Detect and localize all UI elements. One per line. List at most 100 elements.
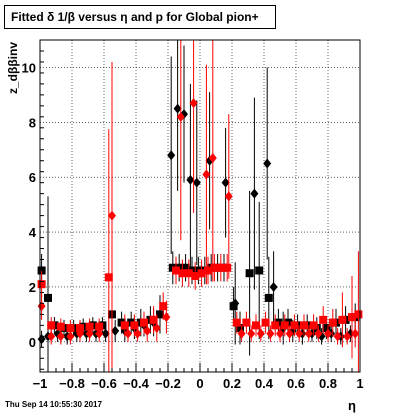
data-point-diamond [176,111,185,122]
data-point-square [104,273,113,282]
x-tick-label: 1 [356,376,363,391]
data-point-square [242,318,251,327]
chart-title-box: Fitted δ 1/β versus η and p for Global p… [4,5,276,29]
data-point-square [245,269,254,278]
y-tick-label: 2 [29,280,36,295]
data-point-square [44,293,52,302]
y-tick-label: 6 [29,170,36,185]
timestamp-footer: Thu Sep 14 10:55:30 2017 [5,400,102,409]
x-tick-label: −0.8 [59,376,85,391]
data-point-diamond [269,281,278,292]
data-point-square [354,310,363,319]
data-point-square [328,318,337,327]
data-point-square [280,321,289,330]
data-point-diamond [276,328,284,339]
data-point-square [290,321,299,330]
data-point-square [264,293,273,302]
y-tick-label: 8 [29,115,36,130]
series-red-diamond [37,40,360,370]
data-point-diamond [266,328,275,339]
data-point-diamond [202,169,211,180]
data-point-diamond [111,325,120,336]
x-tick-label: −0.6 [91,376,117,391]
data-point-square [184,269,193,278]
data-point-square [252,321,260,330]
data-point-diamond [263,158,272,169]
data-point-diamond [108,210,116,221]
data-point-diamond [85,328,94,339]
data-point-square [322,324,331,333]
data-point-diamond [314,328,323,339]
data-point-square [300,321,308,330]
x-tick-label: −1 [33,376,48,391]
data-point-square [348,313,356,322]
data-point-square [271,321,280,330]
data-point-diamond [143,325,152,336]
data-point-square [172,266,180,275]
data-point-square [338,315,347,324]
data-point-diamond [192,177,201,188]
chart-title: Fitted δ 1/β versus η and p for Global p… [11,10,259,24]
data-point-square [197,269,206,278]
data-point-square [191,271,200,280]
data-point-square [204,266,212,275]
data-point-diamond [133,328,142,339]
data-point-square [236,324,244,333]
x-tick-label: 0 [196,376,203,391]
data-point-diamond [101,328,110,339]
data-point-diamond [56,331,65,342]
data-point-square [309,321,318,330]
y-tick-label: 10 [22,60,36,75]
data-point-square [232,318,241,327]
data-point-square [255,266,264,275]
data-point-diamond [224,191,233,202]
data-point-square [319,315,328,324]
data-point-square [223,263,232,272]
data-point-diamond [47,331,56,342]
data-point-diamond [221,177,230,188]
y-axis-label: z_dββinv [6,42,20,94]
data-point-square [149,315,158,324]
data-point-diamond [186,174,195,185]
x-tick-label: −0.4 [123,376,149,391]
data-point-diamond [250,188,259,199]
data-point-square [130,321,139,330]
data-point-diamond [162,312,171,323]
x-tick-label: 0.8 [319,376,337,391]
data-point-diamond [152,323,161,334]
x-tick-label: −0.2 [155,376,181,391]
data-point-diamond [333,331,342,342]
data-point-diamond [247,328,256,339]
data-point-diamond [66,331,75,342]
data-point-diamond [237,328,246,339]
data-point-square [159,302,168,311]
x-axis-label: η [348,398,356,413]
data-point-diamond [76,328,84,339]
y-tick-label: 4 [29,225,37,240]
data-point-square [156,310,164,319]
data-point-diamond [189,98,198,109]
data-point-diamond [304,328,313,339]
data-point-diamond [124,328,132,339]
data-point-diamond [208,152,217,163]
x-tick-label: 0.4 [255,376,274,391]
data-point-square [37,280,46,289]
y-tick-label: 0 [29,335,36,350]
data-point-square [120,321,129,330]
data-point-diamond [285,328,294,339]
data-point-diamond [231,298,240,309]
data-point-diamond [343,331,352,342]
data-point-diamond [173,103,182,114]
data-point-diamond [324,328,332,339]
data-point-square [56,322,65,331]
data-point-square [47,321,56,330]
x-tick-label: 0.6 [287,376,305,391]
x-tick-label: 0.2 [223,376,241,391]
data-point-diamond [95,328,104,339]
data-point-diamond [256,328,265,339]
data-point-square [210,263,219,272]
data-point-diamond [351,328,360,339]
data-point-square [261,318,270,327]
data-point-square [178,269,187,278]
